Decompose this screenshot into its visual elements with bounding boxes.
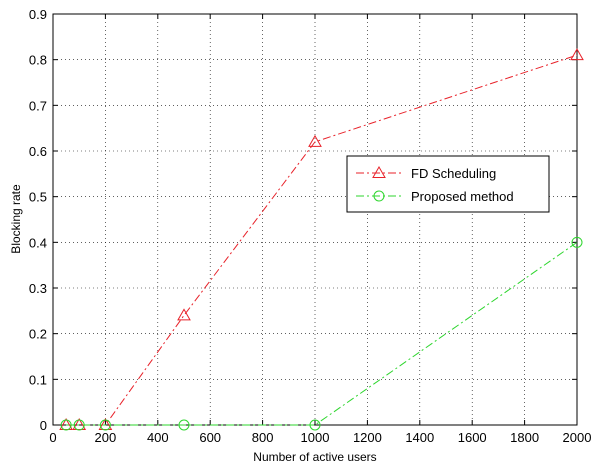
y-tick-label: 0.3	[29, 281, 47, 296]
series-lines	[66, 54, 578, 426]
y-tick-label: 0.8	[29, 53, 47, 68]
y-tick-label: 0.5	[29, 190, 47, 205]
data-point	[178, 419, 190, 431]
data-point	[308, 134, 322, 147]
series-line-0	[66, 54, 578, 426]
data-point	[309, 419, 321, 431]
data-point	[99, 419, 111, 431]
y-tick-label: 0.7	[29, 98, 47, 113]
data-point	[571, 236, 583, 248]
legend-marker-fd-scheduling	[372, 165, 386, 178]
x-tick-label: 0	[49, 430, 56, 445]
series-markers	[59, 48, 584, 431]
y-tick-label: 0.1	[29, 372, 47, 387]
x-tick-label: 600	[199, 430, 221, 445]
x-tick-label: 1000	[301, 430, 330, 445]
y-tick-label: 0.2	[29, 327, 47, 342]
x-axis-label: Number of active users	[253, 450, 376, 464]
y-tick-label: 0.6	[29, 144, 47, 159]
x-tick-labels: 0 200 400 600 800 1000 1200 1400 1600 1800 2000	[49, 430, 591, 445]
data-point	[60, 419, 72, 431]
y-tick-label: 0.9	[29, 7, 47, 22]
legend-box	[346, 155, 550, 213]
plot-frame	[52, 13, 578, 426]
x-tick-label: 400	[147, 430, 169, 445]
data-point	[570, 48, 584, 61]
y-tick-labels: 0 0.1 0.2 0.3 0.4 0.5 0.6 0.7 0.8 0.9	[29, 7, 47, 433]
legend: FD Scheduling Proposed method	[346, 155, 550, 213]
y-axis-label: Blocking rate	[9, 184, 23, 254]
grid	[53, 14, 577, 425]
legend-marker-proposed-method	[373, 190, 385, 202]
y-tick-label: 0.4	[29, 235, 47, 250]
legend-label-fd-scheduling: FD Scheduling	[411, 166, 496, 181]
x-tick-label: 200	[95, 430, 117, 445]
legend-marker	[373, 190, 385, 202]
x-tick-label: 2000	[563, 430, 592, 445]
legend-marker	[372, 165, 386, 178]
legend-label-proposed-method: Proposed method	[411, 189, 514, 204]
x-tick-label: 1200	[353, 430, 382, 445]
y-tick-label: 0	[40, 418, 47, 433]
axis-ticks	[52, 13, 578, 426]
x-tick-label: 1400	[405, 430, 434, 445]
x-tick-label: 1600	[458, 430, 487, 445]
x-tick-label: 1800	[510, 430, 539, 445]
x-tick-label: 800	[252, 430, 274, 445]
data-point	[177, 308, 191, 321]
data-point	[73, 419, 85, 431]
